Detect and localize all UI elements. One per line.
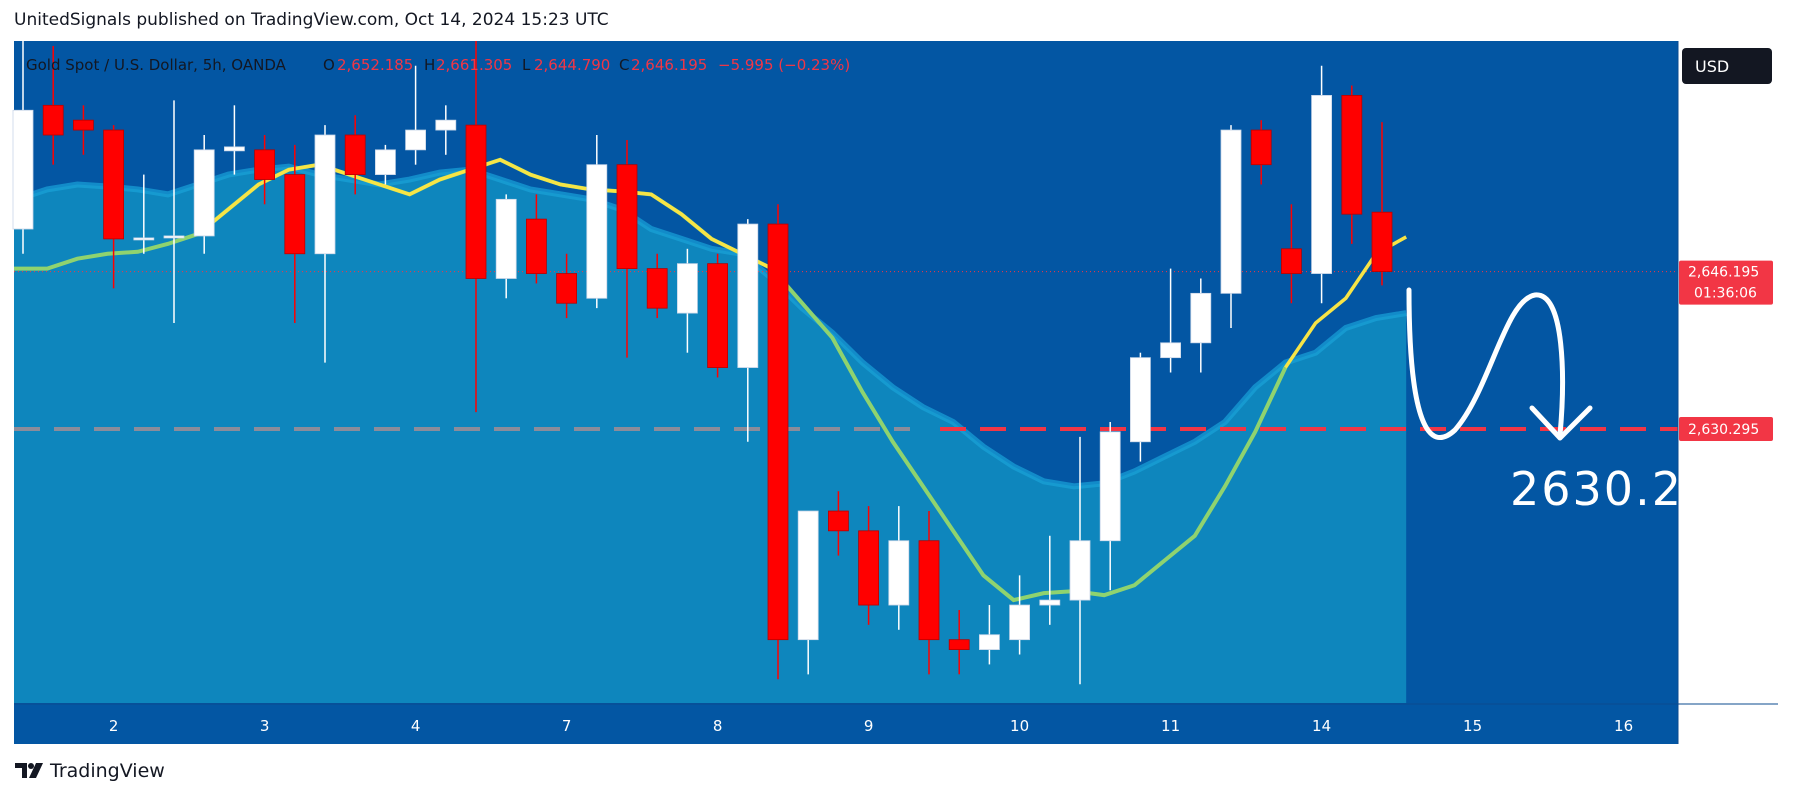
ohlc-high-label: H bbox=[424, 56, 435, 74]
candle-body[interactable] bbox=[73, 119, 94, 131]
chart-title: Gold Spot / U.S. Dollar, 5h, OANDA bbox=[26, 56, 287, 74]
candle-body[interactable] bbox=[223, 146, 245, 152]
candle-body[interactable] bbox=[133, 237, 155, 241]
candle-body[interactable] bbox=[616, 164, 638, 269]
candle-body[interactable] bbox=[254, 149, 276, 180]
currency-badge[interactable] bbox=[1682, 48, 1772, 84]
candle-body[interactable] bbox=[314, 134, 336, 255]
candle-body[interactable] bbox=[435, 119, 457, 131]
candle-body[interactable] bbox=[1069, 540, 1091, 601]
candle-body[interactable] bbox=[797, 510, 819, 641]
time-axis-tick: 3 bbox=[260, 717, 270, 735]
candle-body[interactable] bbox=[767, 223, 789, 641]
candle-body[interactable] bbox=[495, 198, 517, 279]
candle-body[interactable] bbox=[646, 268, 668, 309]
current-price-label: 2,646.195 bbox=[1688, 265, 1759, 281]
candle-body[interactable] bbox=[526, 218, 547, 274]
ohlc-high-value: 2,661.305 bbox=[436, 56, 512, 74]
candle-body[interactable] bbox=[828, 510, 849, 532]
tradingview-brand[interactable]: TradingView bbox=[50, 760, 165, 782]
time-axis-tick: 15 bbox=[1463, 717, 1482, 735]
ohlc-low-value: 2,644.790 bbox=[534, 56, 610, 74]
time-axis-tick: 2 bbox=[109, 717, 119, 735]
target-level-badge bbox=[1679, 416, 1773, 441]
candle-body[interactable] bbox=[1281, 248, 1302, 274]
price-axis-tick: 2,610.000 bbox=[1694, 623, 1765, 639]
candle-body[interactable] bbox=[1130, 357, 1151, 443]
candle-body[interactable] bbox=[858, 530, 879, 606]
candle-body[interactable] bbox=[586, 164, 608, 299]
target-annotation: 2630.2 bbox=[1510, 462, 1683, 516]
candle-body[interactable] bbox=[374, 149, 396, 175]
candle-body[interactable] bbox=[556, 273, 577, 304]
price-axis-tick: 2,660.000 bbox=[1694, 128, 1765, 144]
candle-body[interactable] bbox=[1220, 129, 1242, 294]
candle-body[interactable] bbox=[677, 263, 698, 314]
projection-arrowhead-icon bbox=[1529, 405, 1593, 441]
candle-body[interactable] bbox=[888, 540, 910, 606]
price-axis-tick: 2,635.000 bbox=[1694, 375, 1765, 391]
time-axis-tick: 7 bbox=[562, 717, 572, 735]
price-axis-tick: 2,655.000 bbox=[1694, 177, 1765, 193]
tradingview-logo-icon bbox=[15, 763, 43, 778]
ohlc-close-label: C bbox=[619, 56, 629, 74]
candle-body[interactable] bbox=[284, 174, 306, 255]
time-axis-tick: 8 bbox=[713, 717, 723, 735]
time-axis-tick: 14 bbox=[1312, 717, 1331, 735]
ohlc-open-label: O bbox=[323, 56, 335, 74]
ohlc-low-label: L bbox=[522, 56, 531, 74]
candle-body[interactable] bbox=[1190, 292, 1212, 344]
candle-body[interactable] bbox=[737, 223, 759, 368]
candle-body[interactable] bbox=[1311, 95, 1332, 274]
candle-body[interactable] bbox=[465, 124, 487, 279]
candle-body[interactable] bbox=[103, 129, 124, 240]
candle-body[interactable] bbox=[344, 134, 366, 175]
ohlc-change: −5.995 (−0.23%) bbox=[718, 56, 850, 74]
candle-body[interactable] bbox=[918, 540, 940, 641]
ma-fast-line-green bbox=[770, 267, 1288, 603]
ma-slow-line bbox=[14, 163, 1407, 490]
candle-body[interactable] bbox=[1160, 342, 1181, 359]
price-axis-tick: 2,615.000 bbox=[1694, 573, 1765, 589]
time-axis-tick: 10 bbox=[1010, 717, 1029, 735]
countdown-label: 01:36:06 bbox=[1694, 286, 1757, 302]
price-axis-tick: 2,640.000 bbox=[1694, 326, 1765, 342]
current-price-badge bbox=[1679, 260, 1773, 305]
candle-body[interactable] bbox=[1009, 604, 1030, 641]
candle-body[interactable] bbox=[1371, 211, 1393, 272]
candle-body[interactable] bbox=[948, 639, 970, 650]
target-level-label: 2,630.295 bbox=[1688, 422, 1759, 438]
price-axis-tick: 2,605.000 bbox=[1694, 672, 1765, 688]
time-axis-tick: 4 bbox=[411, 717, 421, 735]
projection-wave-arrow bbox=[1406, 287, 1565, 440]
price-axis-tick: 2,650.000 bbox=[1694, 227, 1765, 243]
time-axis-tick: 9 bbox=[864, 717, 874, 735]
candle-body[interactable] bbox=[12, 109, 34, 230]
ma-area-fill bbox=[14, 166, 1407, 703]
time-axis-tick: 11 bbox=[1161, 717, 1180, 735]
price-axis-tick: 2,625.000 bbox=[1694, 474, 1765, 490]
ohlc-legend: O 2,652.185 H 2,661.305 L 2,644.790 C 2,… bbox=[323, 56, 850, 74]
candle-body[interactable] bbox=[193, 149, 215, 237]
currency-label: USD bbox=[1695, 57, 1729, 76]
ohlc-close-value: 2,646.195 bbox=[631, 56, 707, 74]
candle-body[interactable] bbox=[1341, 95, 1363, 215]
time-axis-tick: 16 bbox=[1614, 717, 1633, 735]
candle-body[interactable] bbox=[1099, 431, 1121, 542]
candle-body[interactable] bbox=[707, 263, 728, 368]
candle-body[interactable] bbox=[163, 235, 185, 239]
candle-body[interactable] bbox=[42, 104, 64, 136]
candle-body[interactable] bbox=[1250, 129, 1272, 166]
candle-body[interactable] bbox=[1039, 599, 1061, 606]
price-axis-tick: 2,620.000 bbox=[1694, 524, 1765, 540]
ohlc-open-value: 2,652.185 bbox=[337, 56, 413, 74]
candle-body[interactable] bbox=[405, 129, 427, 151]
tradingview-footer: TradingView bbox=[14, 760, 165, 782]
publisher-line: UnitedSignals published on TradingView.c… bbox=[14, 10, 609, 30]
candle-body[interactable] bbox=[979, 634, 1000, 650]
